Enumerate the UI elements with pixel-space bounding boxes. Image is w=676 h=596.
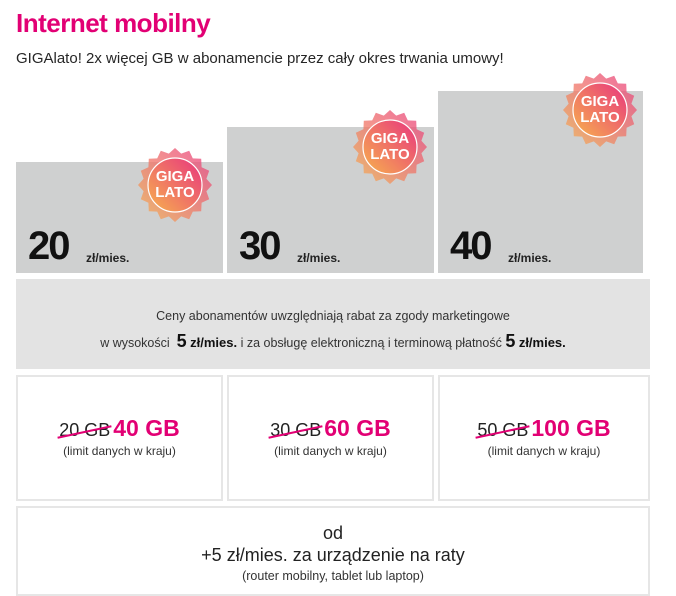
price-unit: zł/mies. — [297, 251, 341, 265]
data-card-3: 50 GB 100 GB (limit danych w kraju) — [438, 375, 650, 501]
new-data-amount: 60 GB — [324, 415, 391, 441]
info-line1: Ceny abonamentów uwzględniają rabat za z… — [156, 309, 510, 323]
page-title: Internet mobilny — [16, 8, 211, 38]
old-data-amount: 30 GB — [270, 420, 322, 440]
data-limit-note: (limit danych w kraju) — [274, 444, 387, 458]
info-amount1: 5 — [176, 331, 187, 351]
badge-line2: LATO — [580, 109, 620, 126]
giga-lato-badge-icon: GIGA LATO — [563, 73, 637, 147]
new-data-amount: 40 GB — [113, 415, 180, 441]
data-limit-note: (limit danych w kraju) — [63, 444, 176, 458]
price-amount: 40 — [450, 224, 492, 268]
data-card-1: 20 GB 40 GB (limit danych w kraju) — [16, 375, 223, 501]
device-types: (router mobilny, tablet lub laptop) — [242, 569, 424, 583]
new-data-amount: 100 GB — [531, 415, 611, 441]
old-data-amount: 50 GB — [477, 420, 529, 440]
info-unit2: zł/mies. — [518, 335, 566, 350]
info-unit1: zł/mies. — [190, 335, 238, 350]
price-amount: 30 — [239, 224, 281, 268]
badge-line1: GIGA — [370, 130, 410, 147]
giga-lato-badge-icon: GIGA LATO — [353, 110, 427, 184]
price-amount: 20 — [28, 224, 70, 268]
badge-line1: GIGA — [580, 93, 620, 110]
device-price: +5 zł/mies. za urządzenie na raty — [201, 545, 465, 565]
discount-info: Ceny abonamentów uwzględniają rabat za z… — [16, 279, 650, 369]
data-limit-note: (limit danych w kraju) — [487, 444, 601, 458]
info-amount2: 5 — [505, 331, 516, 351]
badge-line2: LATO — [370, 146, 410, 163]
price-unit: zł/mies. — [86, 251, 130, 265]
device-from: od — [322, 523, 344, 543]
badge-line1: GIGA — [155, 168, 195, 185]
price-unit: zł/mies. — [508, 251, 552, 265]
old-data-amount: 20 GB — [59, 420, 111, 440]
info-line2: w wysokości 5 zł/mies. i za obsługę elek… — [16, 329, 650, 356]
info-pre: w wysokości — [100, 336, 170, 350]
giga-lato-badge-icon: GIGA LATO — [138, 148, 212, 222]
badge-line2: LATO — [155, 184, 195, 201]
info-mid: i za obsługę elektroniczną i terminową p… — [240, 336, 502, 350]
device-installment-card: od +5 zł/mies. za urządzenie na raty (ro… — [16, 506, 650, 596]
data-card-2: 30 GB 60 GB (limit danych w kraju) — [227, 375, 434, 501]
page-subtitle: GIGAlato! 2x więcej GB w abonamencie prz… — [16, 50, 504, 67]
